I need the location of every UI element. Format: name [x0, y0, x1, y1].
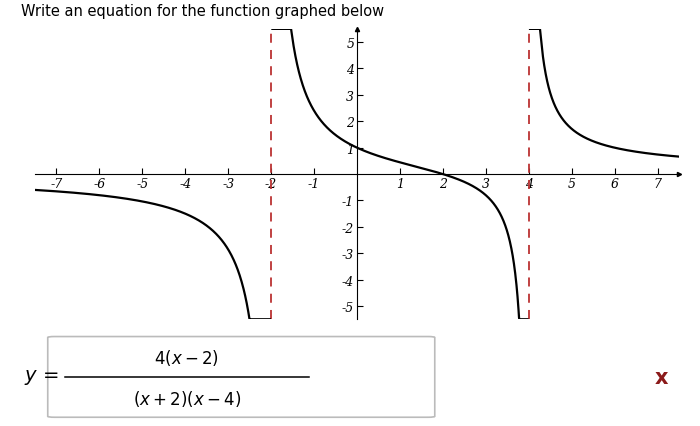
FancyBboxPatch shape: [48, 337, 435, 417]
Text: $y\,=$: $y\,=$: [24, 368, 60, 386]
Text: $(x+2)(x-4)$: $(x+2)(x-4)$: [133, 388, 241, 408]
FancyBboxPatch shape: [0, 331, 699, 423]
Text: $4(x-2)$: $4(x-2)$: [155, 347, 219, 367]
Text: Write an equation for the function graphed below: Write an equation for the function graph…: [21, 4, 384, 19]
Text: $\mathbf{x}$: $\mathbf{x}$: [654, 367, 669, 387]
